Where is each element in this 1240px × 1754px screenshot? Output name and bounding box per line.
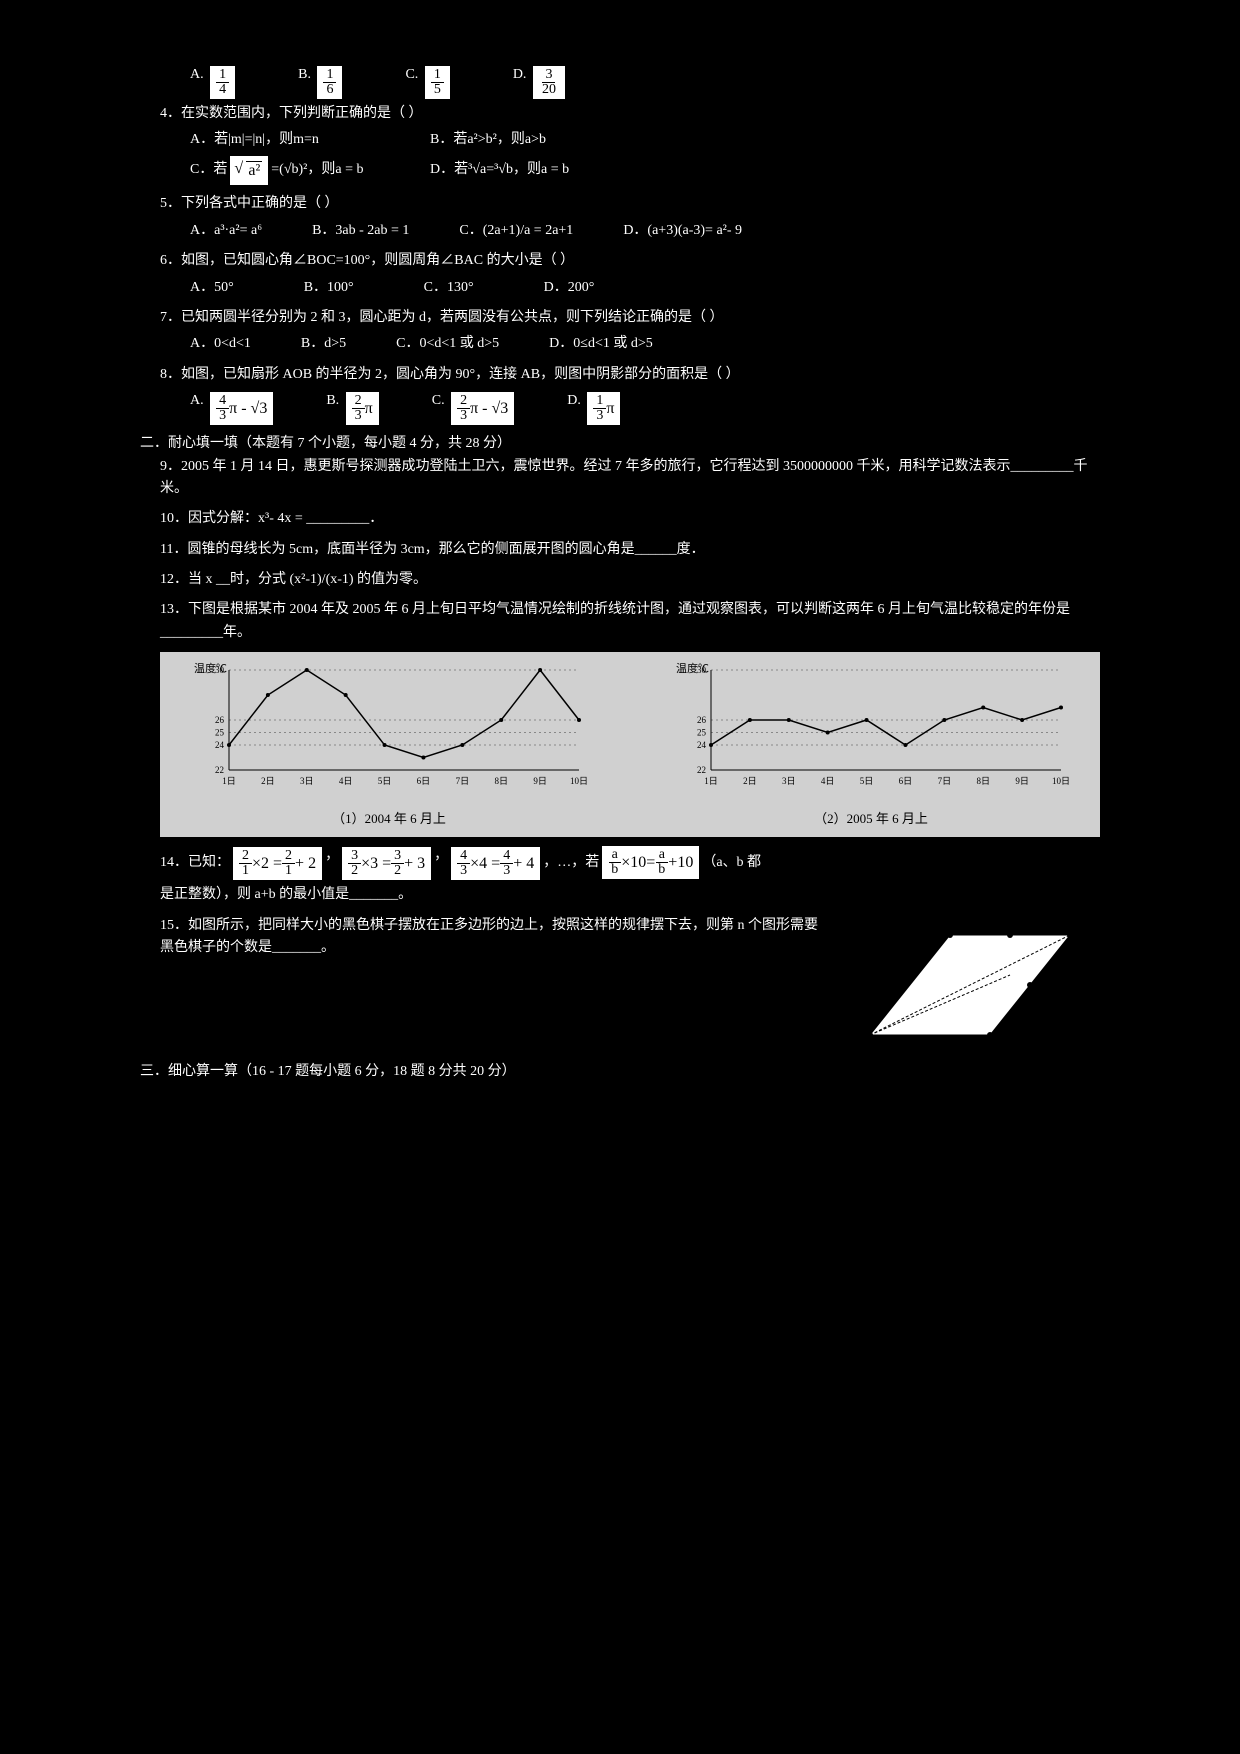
svg-text:10日: 10日 <box>1052 776 1070 786</box>
q14-eq-2: 43×4 = 43 + 4 <box>451 847 540 880</box>
q6-b: B．100° <box>304 277 354 299</box>
svg-text:6日: 6日 <box>417 776 431 786</box>
svg-text:7日: 7日 <box>456 776 470 786</box>
chart-2004: 温度℃22242526301日2日3日4日5日6日7日8日9日10日 （1）20… <box>168 660 610 829</box>
opt-b: B. 16 <box>298 64 345 99</box>
q7: 7．已知两圆半径分别为 2 和 3，圆心距为 d，若两圆没有公共点，则下列结论正… <box>160 307 1100 356</box>
q4-stem: 4．在实数范围内，下列判断正确的是（ ） <box>160 103 1100 125</box>
q7-b: B．d>5 <box>301 333 346 355</box>
q8-c: C. 23π - √3 <box>432 390 518 425</box>
q12: 12．当 x __时，分式 (x²-1)/(x-1) 的值为零。 <box>160 569 1100 591</box>
q14-pre: 14．已知： <box>160 852 230 874</box>
q8-b: B. 23π <box>326 390 381 425</box>
q6-d: D．200° <box>544 277 595 299</box>
q8: 8．如图，已知扇形 AOB 的半径为 2，圆心角为 90°，连接 AB，则图中阴… <box>160 364 1100 425</box>
svg-text:5日: 5日 <box>860 776 874 786</box>
svg-text:1日: 1日 <box>222 776 236 786</box>
q14-eqx: ab ×10 = ab + 10 <box>602 846 699 879</box>
opt-d: D. 320 <box>513 64 568 99</box>
q15-figure <box>840 915 1100 1053</box>
q7-c: C．0<d<1 或 d>5 <box>396 333 499 355</box>
svg-text:25: 25 <box>215 728 225 738</box>
q4: 4．在实数范围内，下列判断正确的是（ ） A．若|m|=|n|，则m=n B．若… <box>160 103 1100 185</box>
svg-text:1日: 1日 <box>704 776 718 786</box>
svg-text:9日: 9日 <box>533 776 547 786</box>
q5-d: D．(a+3)(a-3)= a²- 9 <box>623 220 742 242</box>
svg-text:24: 24 <box>215 740 225 750</box>
q6-stem: 6．如图，已知圆心角∠BOC=100°，则圆周角∠BAC 的大小是（ ） <box>160 250 1100 272</box>
q13: 13．下图是根据某市 2004 年及 2005 年 6 月上旬日平均气温情况绘制… <box>160 599 1100 644</box>
svg-text:5日: 5日 <box>378 776 392 786</box>
q14: 14．已知： 21×2 = 21 + 2，32×3 = 32 + 3，43×4 … <box>160 845 1100 906</box>
chart1-caption: （1）2004 年 6 月上 <box>168 809 610 830</box>
q11: 11．圆锥的母线长为 5cm，底面半径为 3cm，那么它的侧面展开图的圆心角是_… <box>160 539 1100 561</box>
q9: 9．2005 年 1 月 14 日，惠更斯号探测器成功登陆土卫六，震惊世界。经过… <box>160 456 1100 501</box>
q14-tail: （a、b 都 <box>702 852 761 874</box>
charts-container: 温度℃22242526301日2日3日4日5日6日7日8日9日10日 （1）20… <box>160 652 1100 837</box>
q6: 6．如图，已知圆心角∠BOC=100°，则圆周角∠BAC 的大小是（ ） A．5… <box>160 250 1100 299</box>
svg-text:9日: 9日 <box>1015 776 1029 786</box>
q8-a: A. 43π - √3 <box>190 390 276 425</box>
q7-a: A．0<d<1 <box>190 333 251 355</box>
q5-stem: 5．下列各式中正确的是（ ） <box>160 193 1100 215</box>
q5-c: C．(2a+1)/a = 2a+1 <box>459 220 573 242</box>
opt-c: C. 15 <box>405 64 452 99</box>
section-calc-header: 三．细心算一算（16 - 17 题每小题 6 分，18 题 8 分共 20 分） <box>140 1061 1100 1083</box>
section-fill-header: 二．耐心填一填（本题有 7 个小题，每小题 4 分，共 28 分） <box>140 433 1100 455</box>
q15: 15．如图所示，把同样大小的黑色棋子摆放在正多边形的边上，按照这样的规律摆下去，… <box>160 915 1100 1053</box>
svg-text:26: 26 <box>215 715 225 725</box>
svg-text:8日: 8日 <box>494 776 508 786</box>
svg-text:6日: 6日 <box>899 776 913 786</box>
q14-line2: 是正整数），则 a+b 的最小值是_______。 <box>160 884 1100 906</box>
svg-text:30: 30 <box>697 665 707 675</box>
q8-d: D. 13π <box>567 390 623 425</box>
chart-2005: 温度℃22242526301日2日3日4日5日6日7日8日9日10日 （2）20… <box>650 660 1092 829</box>
q4-a: A．若|m|=|n|，则m=n <box>190 129 430 151</box>
q7-stem: 7．已知两圆半径分别为 2 和 3，圆心距为 d，若两圆没有公共点，则下列结论正… <box>160 307 1100 329</box>
svg-text:22: 22 <box>697 765 706 775</box>
q6-a: A．50° <box>190 277 234 299</box>
svg-text:25: 25 <box>697 728 707 738</box>
q10: 10．因式分解：x³- 4x = _________． <box>160 508 1100 530</box>
svg-text:3日: 3日 <box>782 776 796 786</box>
chart2-caption: （2）2005 年 6 月上 <box>650 809 1092 830</box>
svg-text:10日: 10日 <box>570 776 588 786</box>
svg-text:26: 26 <box>697 715 707 725</box>
q5: 5．下列各式中正确的是（ ） A．a³·a²= a⁶ B．3ab - 2ab =… <box>160 193 1100 242</box>
svg-text:4日: 4日 <box>339 776 353 786</box>
svg-text:8日: 8日 <box>976 776 990 786</box>
svg-text:4日: 4日 <box>821 776 835 786</box>
q8-stem: 8．如图，已知扇形 AOB 的半径为 2，圆心角为 90°，连接 AB，则图中阴… <box>160 364 1100 386</box>
svg-text:2日: 2日 <box>261 776 275 786</box>
svg-text:30: 30 <box>215 665 225 675</box>
q4-b: B．若a²>b²，则a>b <box>430 129 546 151</box>
q5-b: B．3ab - 2ab = 1 <box>312 220 409 242</box>
q14-eq-0: 21×2 = 21 + 2 <box>233 847 322 880</box>
svg-text:24: 24 <box>697 740 707 750</box>
opt-a: A. 14 <box>190 64 238 99</box>
q6-c: C．130° <box>424 277 474 299</box>
svg-text:3日: 3日 <box>300 776 314 786</box>
svg-text:7日: 7日 <box>938 776 952 786</box>
q7-d: D．0≤d<1 或 d>5 <box>549 333 653 355</box>
q14-mid: ，…，若 <box>543 852 599 874</box>
q5-a: A．a³·a²= a⁶ <box>190 220 262 242</box>
q4-c: C．若 a² =( √b )²，则a = b <box>190 156 430 186</box>
q14-eq-1: 32×3 = 32 + 3 <box>342 847 431 880</box>
svg-text:2日: 2日 <box>743 776 757 786</box>
svg-text:22: 22 <box>215 765 224 775</box>
q3-options: A. 14 B. 16 C. 15 D. 320 <box>190 64 1100 99</box>
q4-d: D．若³√a=³√b，则a = b <box>430 159 569 181</box>
